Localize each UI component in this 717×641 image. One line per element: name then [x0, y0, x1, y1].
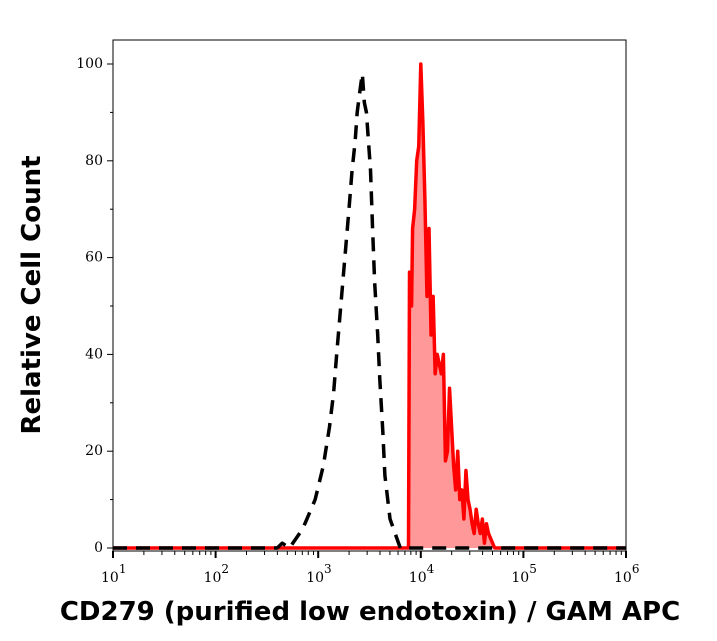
x-axis-label: CD279 (purified low endotoxin) / GAM APC: [60, 597, 680, 627]
plot-area: [113, 62, 626, 550]
x-tick-label: 106: [614, 562, 639, 586]
y-tick-label: 0: [94, 540, 103, 556]
x-tick-label: 102: [204, 562, 229, 586]
stained-histogram-line: [113, 62, 626, 550]
y-tick-label: 100: [76, 56, 103, 72]
x-tick-label: 101: [101, 562, 126, 586]
control-histogram-line: [113, 71, 626, 550]
axes: 0 20 40 60 80 100 101 102 103 104 105 106: [76, 56, 639, 586]
y-tick-label: 20: [85, 443, 103, 459]
y-tick-label: 40: [85, 346, 103, 362]
x-tick-label: 105: [511, 562, 536, 586]
plot-frame: [112, 39, 627, 552]
x-tick-label: 103: [306, 562, 331, 586]
y-tick-label: 60: [85, 250, 103, 266]
y-tick-label: 80: [85, 153, 103, 169]
series-fill: [113, 64, 626, 548]
x-tick-label: 104: [409, 562, 435, 586]
y-axis-label: Relative Cell Count: [17, 155, 47, 434]
